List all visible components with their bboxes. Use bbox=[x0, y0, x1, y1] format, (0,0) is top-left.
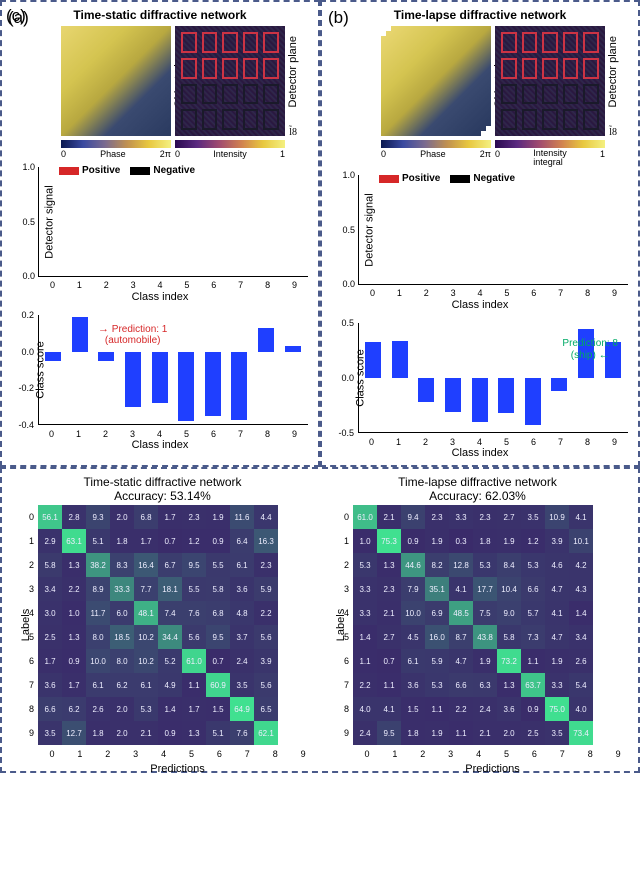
conf-left: Time-static diffractive network Accuracy… bbox=[8, 475, 317, 765]
prediction-a: → Prediction: 1(automobile) bbox=[98, 323, 167, 346]
detector-plane-label: Detector plane bbox=[287, 36, 299, 108]
conf-left-acc: Accuracy: 53.14% bbox=[8, 489, 317, 503]
detector-chart-a: Positive Negative Detector signal 012345… bbox=[38, 167, 308, 277]
panel-c-label: (c) bbox=[6, 6, 26, 26]
detector-plane-label-b: Detector plane bbox=[607, 36, 619, 108]
phase-colorbar bbox=[61, 140, 171, 148]
conf-matrix-left: Labels 56.12.89.32.06.81.72.31.911.64.42… bbox=[38, 505, 317, 745]
detector-image-b bbox=[495, 26, 605, 136]
object-plane-b: Object plane bbox=[381, 26, 491, 136]
colorbars-b: 0Phase2π 0Intensity integral1 bbox=[354, 140, 632, 167]
conf-right-title: Time-lapse diffractive network bbox=[323, 475, 632, 489]
prediction-b: Prediction: 8(ship) ← bbox=[562, 338, 618, 361]
panel-b: (b) Time-lapse diffractive network Objec… bbox=[320, 0, 640, 467]
panel-b-images: Object plane Detector plane l̃8 bbox=[354, 26, 632, 136]
l8-label-b: l̃8 bbox=[609, 127, 617, 138]
row-ab: (a) Time-static diffractive network Obje… bbox=[0, 0, 640, 467]
l8-label-a: l̃8 bbox=[289, 127, 297, 138]
panel-c: (c) Time-static diffractive network Accu… bbox=[0, 467, 640, 773]
det-xlabel-a: Class index bbox=[8, 291, 312, 303]
panel-a-title: Time-static diffractive network bbox=[8, 8, 312, 22]
score-xlabel-a: Class index bbox=[8, 439, 312, 451]
detector-chart-b: Positive Negative Detector signal 012345… bbox=[358, 175, 628, 285]
conf-matrix-right: Labels 61.02.19.42.33.32.32.73.510.94.11… bbox=[353, 505, 632, 745]
score-xlabel-b: Class index bbox=[328, 447, 632, 459]
intensity-colorbar-b bbox=[495, 140, 605, 148]
figure-root: (a) Time-static diffractive network Obje… bbox=[0, 0, 640, 773]
phase-image-a bbox=[61, 26, 171, 136]
conf-left-title: Time-static diffractive network bbox=[8, 475, 317, 489]
detector-image-a bbox=[175, 26, 285, 136]
colorbars-a: 0Phase2π 0Intensity1 bbox=[34, 140, 312, 159]
panel-b-label: (b) bbox=[328, 8, 349, 28]
panel-a-images: Object plane Detector plane l̃8 bbox=[34, 26, 312, 136]
detector-plane-a: Detector plane l̃8 bbox=[175, 26, 285, 136]
conf-right: Time-lapse diffractive network Accuracy:… bbox=[323, 475, 632, 765]
score-chart-b: Class score 0123456789 -0.50.00.5 Predic… bbox=[358, 323, 628, 433]
score-chart-a: Class score 0123456789 -0.4-0.20.00.2 → … bbox=[38, 315, 308, 425]
panel-a: (a) Time-static diffractive network Obje… bbox=[0, 0, 320, 467]
detector-plane-b: Detector plane l̃8 bbox=[495, 26, 605, 136]
panel-b-title: Time-lapse diffractive network bbox=[328, 8, 632, 22]
conf-right-acc: Accuracy: 62.03% bbox=[323, 489, 632, 503]
det-xlabel-b: Class index bbox=[328, 299, 632, 311]
intensity-colorbar bbox=[175, 140, 285, 148]
phase-colorbar-b bbox=[381, 140, 491, 148]
object-plane-a: Object plane bbox=[61, 26, 171, 136]
